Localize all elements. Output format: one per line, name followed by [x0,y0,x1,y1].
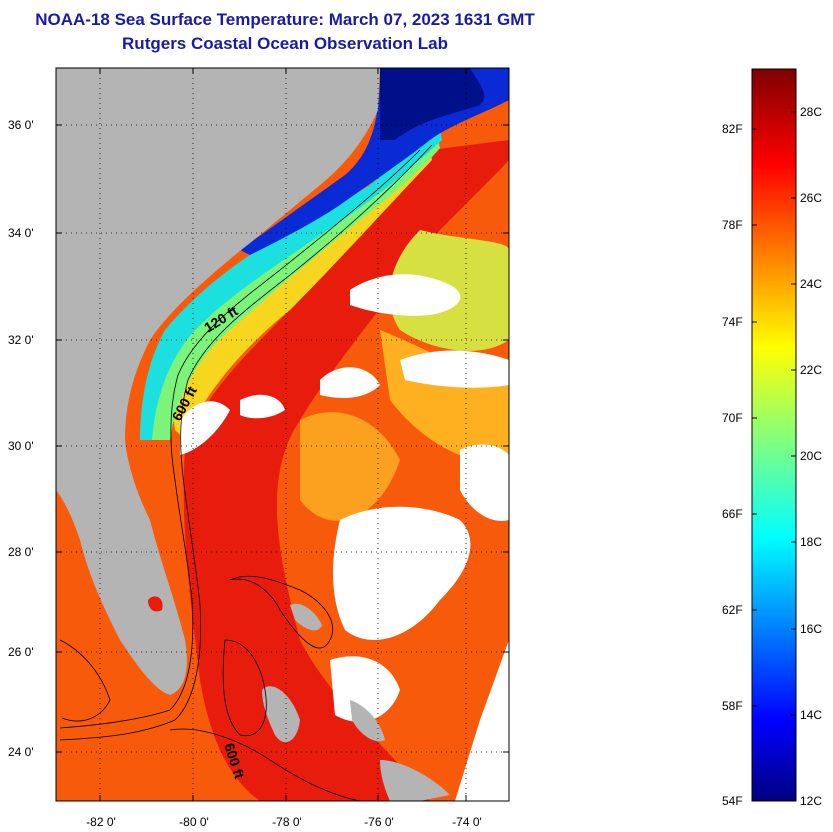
lat-label-28: 28 0' [8,545,34,559]
contour-cuba [169,728,361,801]
cloud-patch [460,444,509,521]
lat-label-30: 30 0' [8,439,34,453]
gulf-stream-region [183,140,509,801]
lon-label-74: -74 0' [452,815,482,829]
colorbar-label-20c: 20C [800,449,823,463]
shelf-warm-band [173,150,432,440]
cloud-patch [240,394,285,419]
map-frame [55,67,510,802]
colorbar-label-62f: 62F [722,603,743,617]
coldest-water [380,68,485,140]
lon-label-78: -78 0' [272,815,302,829]
colorbar-ticks [752,111,796,716]
colorbar-label-18c: 18C [800,535,823,549]
lat-label-24: 24 0' [8,745,34,759]
contour-gulf [59,639,111,722]
bahamas-island [290,603,322,631]
no-data-region [455,640,509,801]
contour-bahamas [229,575,333,649]
map-ticks [56,68,509,801]
lat-label-36: 36 0' [8,118,34,132]
lon-label-82: -82 0' [86,815,116,829]
cloud-patch [330,656,400,722]
colorbar-label-70f: 70F [722,411,743,425]
lon-label-80: -80 0' [179,815,209,829]
cloud-patch [180,401,230,455]
colorbar-label-14c: 14C [800,708,823,722]
shelf-cool-band [140,130,442,440]
offshore-warm-eddy [300,412,400,521]
lon-label-76: -76 0' [364,815,394,829]
land-mass [56,68,380,695]
colorbar-label-12c: 12C [800,794,823,808]
bahamas-island [350,700,385,742]
bahamas-island [262,686,300,743]
colorbar-label-16c: 16C [800,622,823,636]
colorbar [751,68,797,802]
shelf-mild-band [150,140,440,440]
map-title: NOAA-18 Sea Surface Temperature: March 0… [35,10,535,29]
cloud-patch [350,274,461,316]
colorbar-label-28c: 28C [800,105,823,119]
colorbar-label-54f: 54F [722,794,743,808]
colorbar-label-74f: 74F [722,315,743,329]
contour-bahamas [222,639,267,737]
cloud-patch [320,367,380,398]
cuba-land [380,760,450,801]
contour-120ft [59,149,421,729]
colorbar-label-58f: 58F [722,699,743,713]
colorbar-label-78f: 78F [722,218,743,232]
cloud-patch [400,350,509,388]
lake-spot [148,596,163,612]
map-plot-area [56,68,509,801]
colorbar-label-22c: 22C [800,363,823,377]
contour-600ft [59,144,433,741]
lat-label-32: 32 0' [8,333,34,347]
colorbar-label-66f: 66F [722,507,743,521]
lat-label-34: 34 0' [8,226,34,240]
map-grid [56,68,509,801]
colorbar-label-24c: 24C [800,277,823,291]
lat-label-26: 26 0' [8,645,34,659]
map-subtitle: Rutgers Coastal Ocean Observation Lab [122,34,448,53]
colorbar-label-82f: 82F [722,122,743,136]
cloud-patch [333,506,471,640]
colorbar-label-26c: 26C [800,191,823,205]
